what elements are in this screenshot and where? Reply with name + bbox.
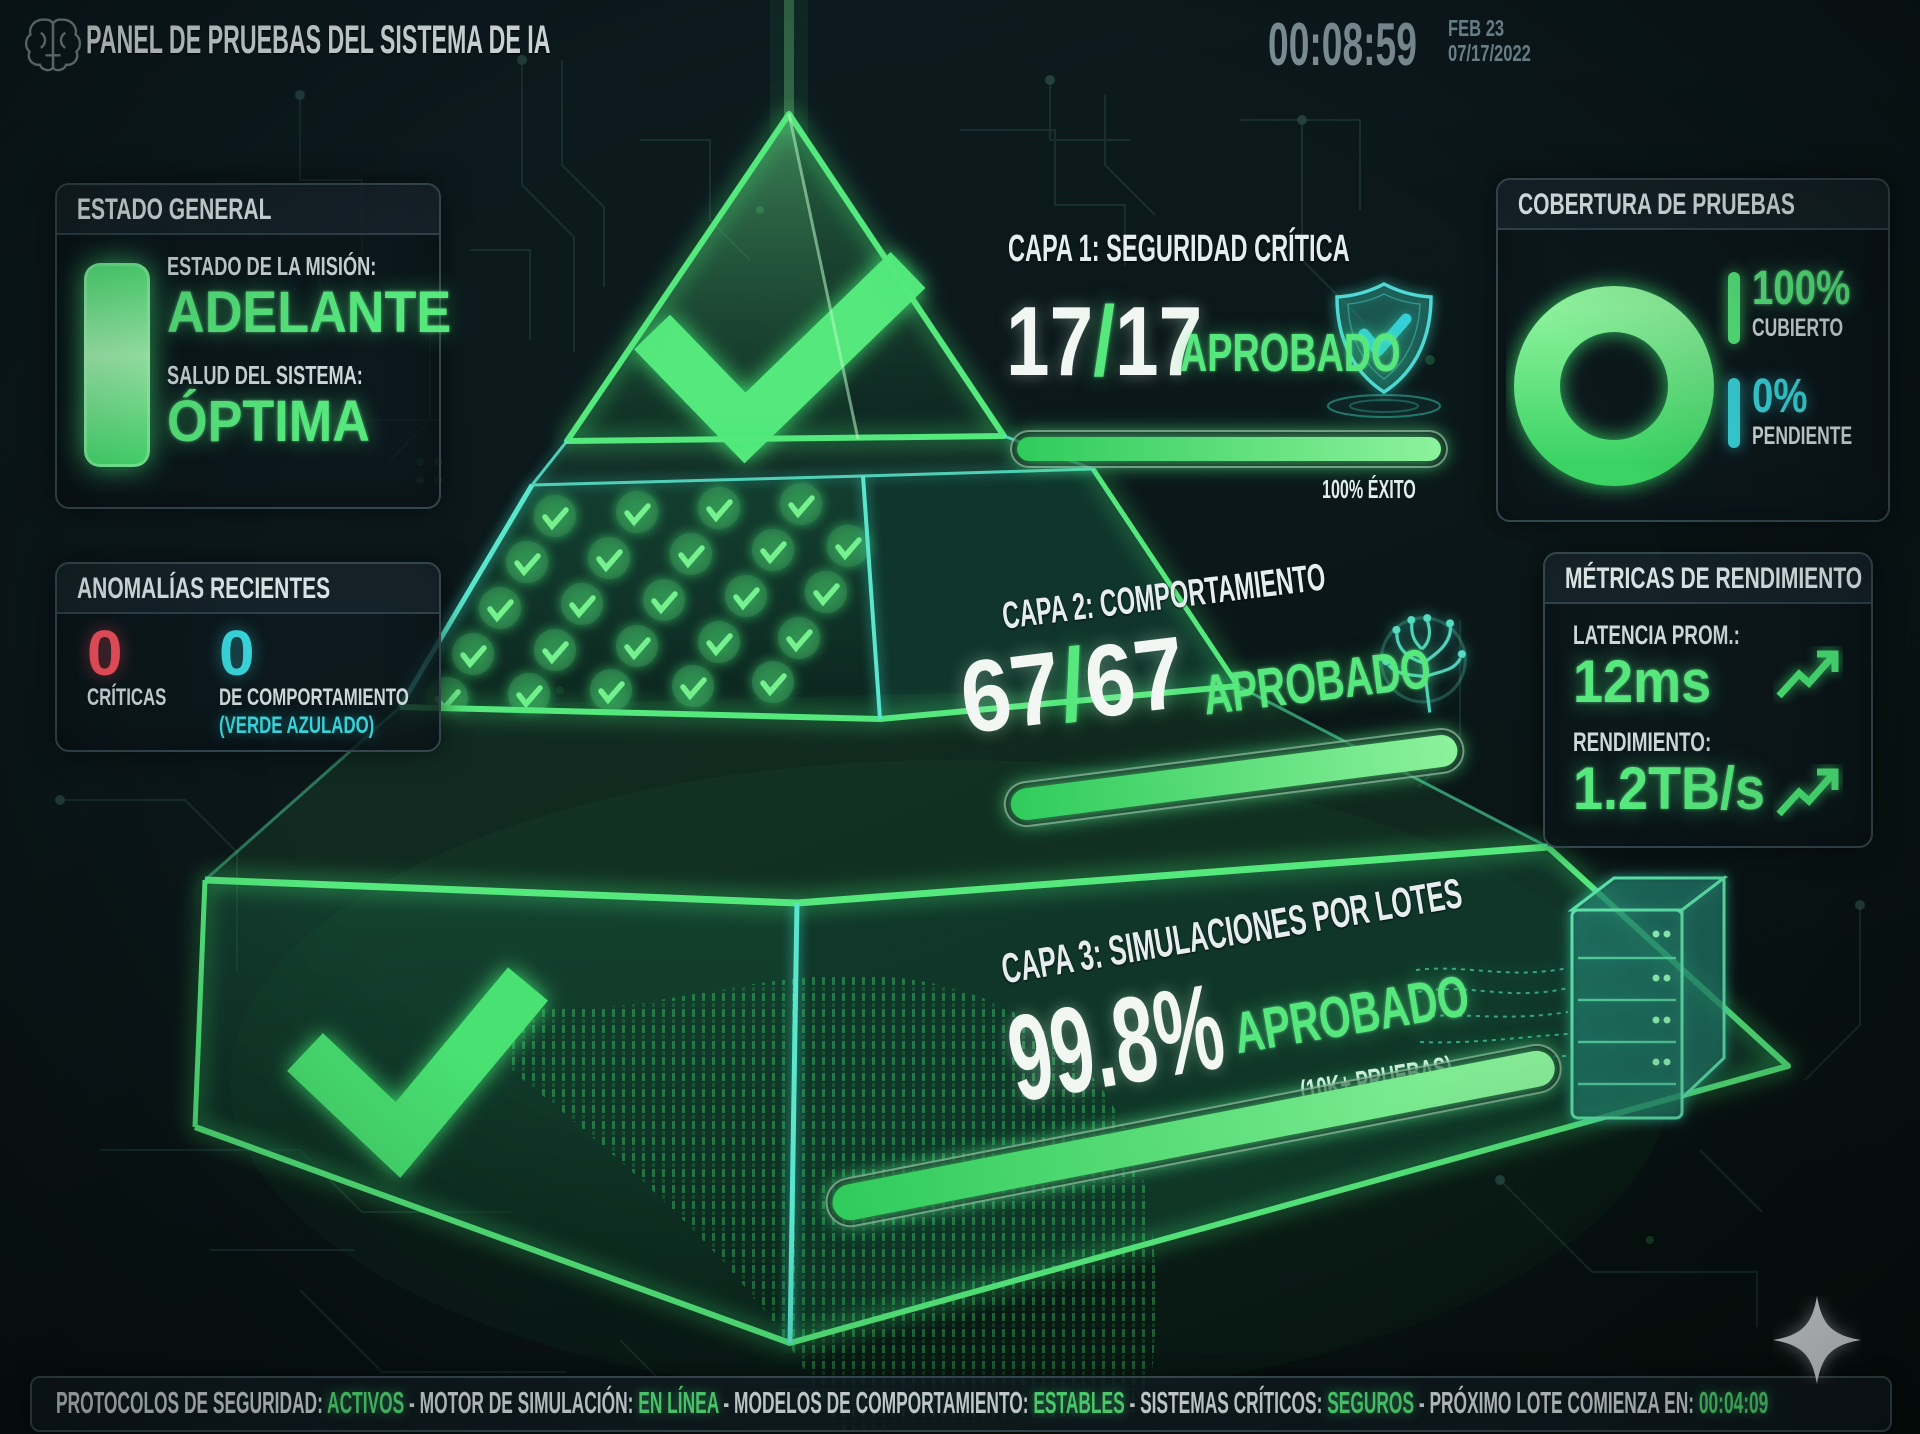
behavior-count: 0	[219, 617, 255, 689]
panel-title: ANOMALÍAS RECIENTES	[57, 564, 439, 614]
panel-title: ESTADO GENERAL	[57, 185, 439, 235]
critical-label: CRÍTICAS	[87, 684, 167, 711]
capa1-progress-bar	[1010, 430, 1448, 468]
health-bar	[84, 263, 150, 467]
trend-up-icon	[1776, 650, 1839, 699]
capa1-status: APROBADO	[1180, 323, 1401, 383]
date-display: FEB 23 07/17/2022	[1448, 15, 1531, 66]
capa1-success: 100% ÉXITO	[1322, 474, 1416, 504]
panel-cobertura: COBERTURA DE PRUEBAS 100% CUBIERTO 0% PE…	[1496, 178, 1890, 522]
covered-pct: 100%	[1752, 262, 1851, 315]
pending-label: PENDIENTE	[1752, 422, 1853, 450]
panel-estado-general: ESTADO GENERAL ESTADO DE LA MISIÓN: ADEL…	[55, 183, 451, 509]
panel-title: MÉTRICAS DE RENDIMIENTO	[1545, 554, 1871, 604]
health-label: SALUD DEL SISTEMA:	[167, 360, 363, 390]
health-value: ÓPTIMA	[167, 389, 370, 454]
behavior-label: DE COMPORTAMIENTO	[219, 684, 409, 711]
capa1-title: CAPA 1: SEGURIDAD CRÍTICA	[1008, 228, 1350, 270]
mission-label: ESTADO DE LA MISIÓN:	[167, 251, 377, 281]
panel-anomalias: ANOMALÍAS RECIENTES 0 CRÍTICAS 0 DE COMP…	[55, 562, 441, 752]
shield-icon	[1327, 282, 1441, 418]
sparkle-icon	[1773, 1296, 1861, 1384]
latency-value: 12ms	[1573, 648, 1712, 715]
check-icon	[287, 967, 548, 1178]
brain-logo-icon	[24, 18, 82, 72]
panel-metricas: MÉTRICAS DE RENDIMIENTO LATENCIA PROM.: …	[1543, 552, 1873, 848]
capa1-score: 17/17	[1006, 286, 1203, 396]
throughput-value: 1.2TB/s	[1573, 755, 1766, 822]
donut-chart	[1514, 286, 1714, 486]
status-line: PROTOCOLOS DE SEGURIDAD: ACTIVOS - MOTOR…	[56, 1385, 1769, 1420]
mission-value: ADELANTE	[167, 280, 452, 345]
legend-covered-tick	[1728, 272, 1740, 344]
trend-up-icon	[1776, 768, 1839, 817]
session-timer: 00:08:59	[1268, 11, 1417, 78]
status-bar: PROTOCOLOS DE SEGURIDAD: ACTIVOS - MOTOR…	[30, 1376, 1892, 1432]
critical-count: 0	[87, 617, 123, 689]
pending-pct: 0%	[1752, 370, 1808, 423]
throughput-label: RENDIMIENTO:	[1573, 727, 1712, 757]
latency-label: LATENCIA PROM.:	[1573, 620, 1740, 650]
page-title: PANEL DE PRUEBAS DEL SISTEMA DE IA	[86, 18, 551, 62]
covered-label: CUBIERTO	[1752, 314, 1844, 342]
capa1-progress-fill	[1017, 437, 1441, 461]
panel-title: COBERTURA DE PRUEBAS	[1498, 180, 1888, 230]
legend-pending-tick	[1728, 378, 1740, 448]
behavior-note: (VERDE AZULADO)	[219, 712, 375, 739]
check-icon	[634, 252, 926, 464]
server-icon	[1412, 874, 1729, 1120]
brain-circuit-icon	[1379, 614, 1467, 713]
